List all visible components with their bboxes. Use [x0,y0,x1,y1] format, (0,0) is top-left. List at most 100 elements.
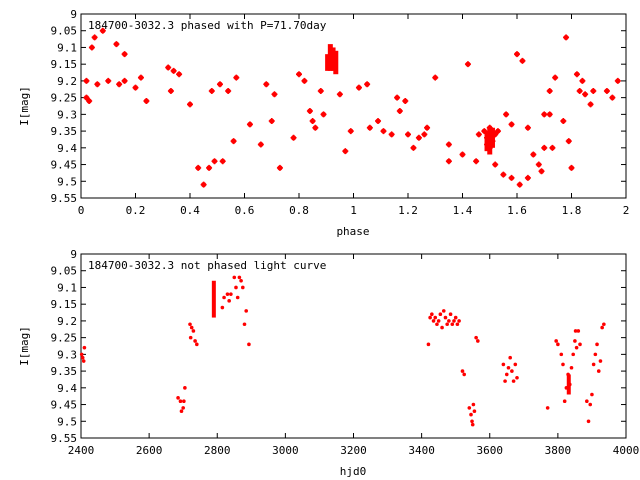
chart-title: 184700-3032.3 not phased light curve [88,259,326,272]
y-tick-label: 9 [70,8,77,21]
data-point-cross [396,108,403,115]
x-tick-label: 2800 [204,444,231,457]
data-point-cross [388,131,395,138]
data-point-cross [565,138,572,145]
data-point-cross [320,111,327,118]
y-tick-label: 9.45 [51,399,78,412]
data-points [83,27,621,188]
data-point [443,315,448,320]
data-point-cross [246,121,253,128]
data-point-cross [421,131,428,138]
y-tick-label: 9.25 [51,332,78,345]
data-point-cross [402,97,409,104]
y-tick-label: 9.25 [51,92,78,105]
data-point-cross [211,158,218,165]
data-point-cross [464,61,471,68]
data-point-cross [364,81,371,88]
data-point-cross [541,144,548,151]
data-point [556,342,560,347]
data-point-cross [530,151,537,158]
data-point-cross [405,131,411,138]
y-ticks: 9 9.05 9.1 9.15 9.2 9.25 9.3 9.35 9.4 9.45 9.5 9.55 [51,248,626,445]
x-tick-label: 0.2 [126,204,146,217]
x-tick-label: 1.4 [453,204,473,217]
data-point [222,295,226,300]
data-point-cross [576,87,583,94]
data-point [441,309,446,313]
data-point-cross [296,71,302,78]
data-point-cross [609,94,616,101]
data-point [598,359,603,363]
data-point-cross [132,84,139,91]
data-point-cross [394,94,401,101]
data-point-cross [137,74,144,81]
data-point-cross [105,77,112,84]
data-point-cross [263,81,270,88]
data-point-cross [317,87,324,94]
data-point [237,275,242,280]
data-point [435,322,439,327]
y-tick-label: 9.15 [51,298,78,311]
data-point [191,329,196,333]
data-point [80,355,85,360]
data-point-cross [355,84,362,91]
x-tick-label: 3400 [408,444,435,457]
data-point-cross [546,87,553,94]
data-point [469,412,473,417]
data-point [602,322,606,327]
data-point-cross [410,144,417,151]
data-point [189,325,194,330]
data-point [573,329,578,333]
data-point-cross [121,77,128,84]
data-point-cross [336,91,343,98]
data-point [453,315,458,320]
data-point [578,342,582,347]
data-point [470,422,475,427]
data-point-cross [579,77,586,84]
x-tick-label: 3800 [545,444,572,457]
data-point-cross [121,51,128,58]
data-point-cross [312,124,319,131]
y-ticks: 9 9.05 9.1 9.15 9.2 9.25 9.3 9.35 9.4 9.45 9.5 9.55 [51,8,626,205]
data-point [445,322,449,327]
data-point-cross [94,81,101,88]
data-point [79,352,84,357]
data-point-cross [219,158,226,165]
y-tick-label: 9.1 [57,41,77,54]
data-point-cross [445,141,452,148]
data-point-cross [552,74,559,81]
data-point-cross [541,111,548,118]
y-tick-label: 9.2 [57,315,77,328]
data-point [436,319,441,323]
data-point [506,365,511,370]
y-tick-label: 9.4 [57,142,77,155]
data-point [448,312,453,317]
x-tick-label: 1.6 [507,204,527,217]
y-tick-label: 9 [70,248,77,261]
data-point-cross [549,144,556,151]
data-point [595,342,599,347]
x-ticks: 0 0.2 0.4 0.6 0.8 1 1.2 1.4 1.6 1.8 2 [78,14,629,217]
data-point-cross [524,174,531,181]
data-point [181,406,185,410]
data-point-cross [88,44,95,51]
data-point [591,362,596,367]
y-tick-label: 9.3 [57,108,77,121]
data-point [225,292,230,296]
data-point [179,409,184,414]
data-point [472,409,477,414]
data-point-cross [590,87,597,94]
data-point-cross [347,128,354,135]
data-point [188,335,193,340]
data-point [452,319,456,323]
data-point [235,295,240,300]
data-point-cross [208,87,215,94]
data-point [234,285,238,290]
plot-frame [80,13,627,199]
data-point-cross [342,148,349,155]
data-point-cross [508,174,515,181]
data-point [457,319,461,323]
data-point [426,342,431,347]
data-point [571,352,576,357]
